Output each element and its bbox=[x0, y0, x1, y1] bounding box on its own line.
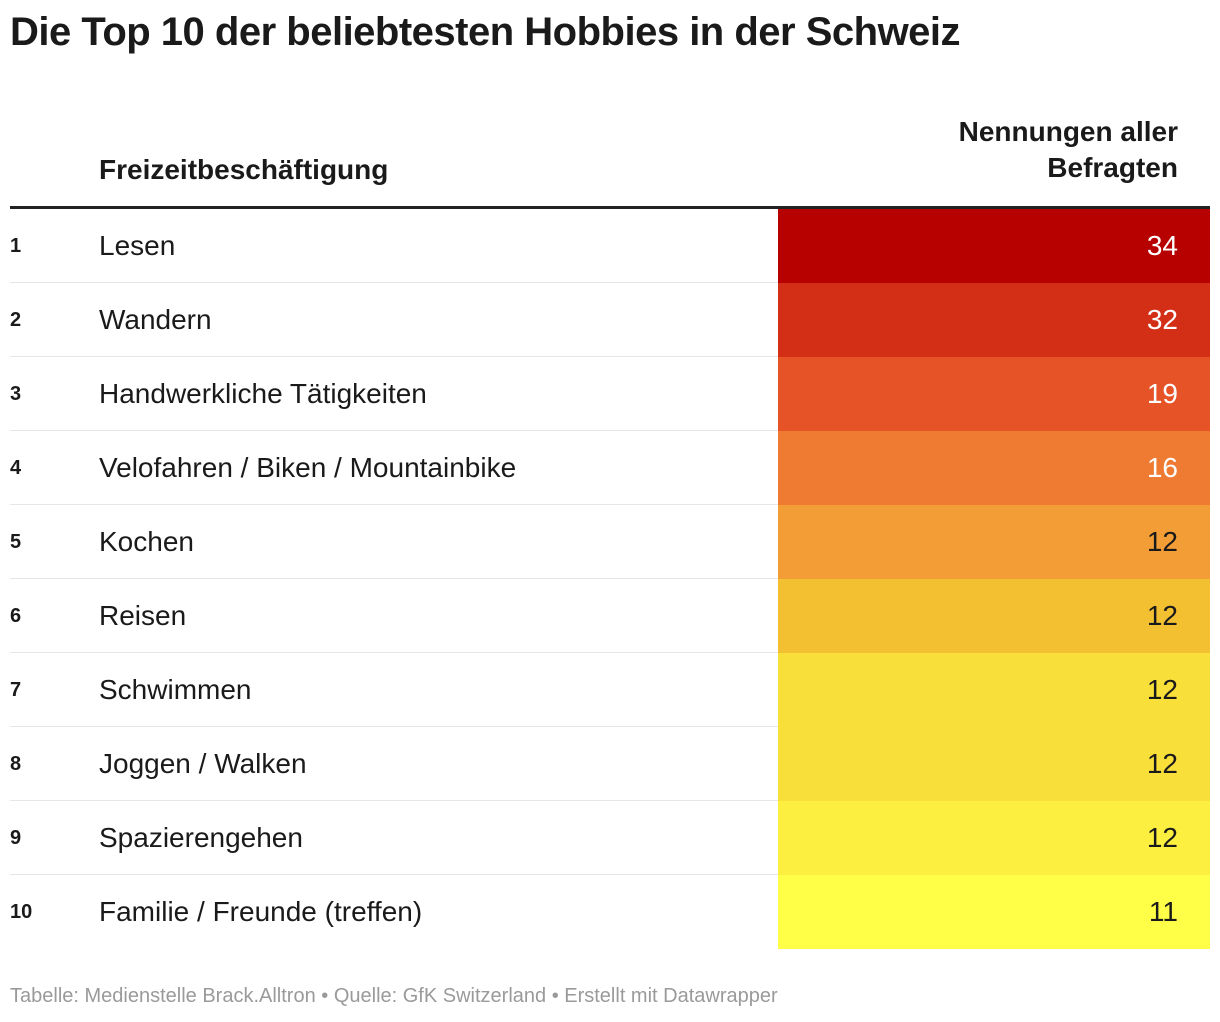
source-footer: Tabelle: Medienstelle Brack.Alltron • Qu… bbox=[10, 985, 778, 1007]
row-rank: 5 bbox=[10, 531, 22, 553]
row-rank: 4 bbox=[10, 457, 22, 479]
row-activity-name: Familie / Freunde (treffen) bbox=[99, 896, 423, 927]
column-header-mentions[interactable]: Nennungen aller Befragten bbox=[959, 114, 1178, 186]
row-activity-name: Kochen bbox=[99, 526, 194, 557]
table-row: 5 Kochen 12 bbox=[10, 505, 1210, 579]
table-row: 10 Familie / Freunde (treffen) 11 bbox=[10, 875, 1210, 949]
table-row: 2 Wandern 32 bbox=[10, 283, 1210, 357]
column-header-activity[interactable]: Freizeitbeschäftigung bbox=[99, 154, 389, 185]
table-row: 8 Joggen / Walken 12 bbox=[10, 727, 1210, 801]
table-row: 9 Spazierengehen 12 bbox=[10, 801, 1210, 875]
column-header-mentions-line-2: Befragten bbox=[1047, 152, 1178, 183]
row-rank: 10 bbox=[10, 901, 33, 923]
row-activity-name: Handwerkliche Tätigkeiten bbox=[99, 378, 427, 409]
row-rank: 1 bbox=[10, 235, 22, 257]
row-mentions-value: 16 bbox=[778, 431, 1210, 505]
row-mentions-value: 34 bbox=[778, 209, 1210, 283]
table-row: 1 Lesen 34 bbox=[10, 209, 1210, 283]
row-rank: 3 bbox=[10, 383, 22, 405]
row-activity-name: Spazierengehen bbox=[99, 822, 303, 853]
row-mentions-value: 12 bbox=[778, 505, 1210, 579]
table-header: Freizeitbeschäftigung Nennungen aller Be… bbox=[10, 110, 1210, 209]
row-activity-name: Joggen / Walken bbox=[99, 748, 307, 779]
table-row: 4 Velofahren / Biken / Mountainbike 16 bbox=[10, 431, 1210, 505]
table-row: 6 Reisen 12 bbox=[10, 579, 1210, 653]
table-body: 1 Lesen 34 2 Wandern 32 3 Handwerkliche Tätigke… bbox=[10, 209, 1210, 949]
row-rank: 7 bbox=[10, 679, 22, 701]
row-rank: 2 bbox=[10, 309, 22, 331]
hobbies-table: Freizeitbeschäftigung Nennungen aller Be… bbox=[10, 110, 1210, 949]
row-mentions-value: 12 bbox=[778, 801, 1210, 875]
row-mentions-value: 19 bbox=[778, 357, 1210, 431]
row-activity-name: Velofahren / Biken / Mountainbike bbox=[99, 452, 517, 483]
row-mentions-value: 32 bbox=[778, 283, 1210, 357]
table-row: 7 Schwimmen 12 bbox=[10, 653, 1210, 727]
chart-title: Die Top 10 der beliebtesten Hobbies in d… bbox=[10, 10, 961, 54]
row-mentions-value: 12 bbox=[778, 653, 1210, 727]
row-activity-name: Schwimmen bbox=[99, 674, 252, 705]
row-mentions-value: 12 bbox=[778, 727, 1210, 801]
row-activity-name: Wandern bbox=[99, 304, 212, 335]
table-row: 3 Handwerkliche Tätigkeiten 19 bbox=[10, 357, 1210, 431]
row-activity-name: Reisen bbox=[99, 600, 187, 631]
column-header-mentions-line-1: Nennungen aller bbox=[958, 116, 1178, 147]
row-rank: 8 bbox=[10, 753, 22, 775]
row-activity-name: Lesen bbox=[99, 230, 176, 261]
row-rank: 9 bbox=[10, 827, 22, 849]
row-mentions-value: 11 bbox=[778, 875, 1210, 949]
row-mentions-value: 12 bbox=[778, 579, 1210, 653]
row-rank: 6 bbox=[10, 605, 22, 627]
